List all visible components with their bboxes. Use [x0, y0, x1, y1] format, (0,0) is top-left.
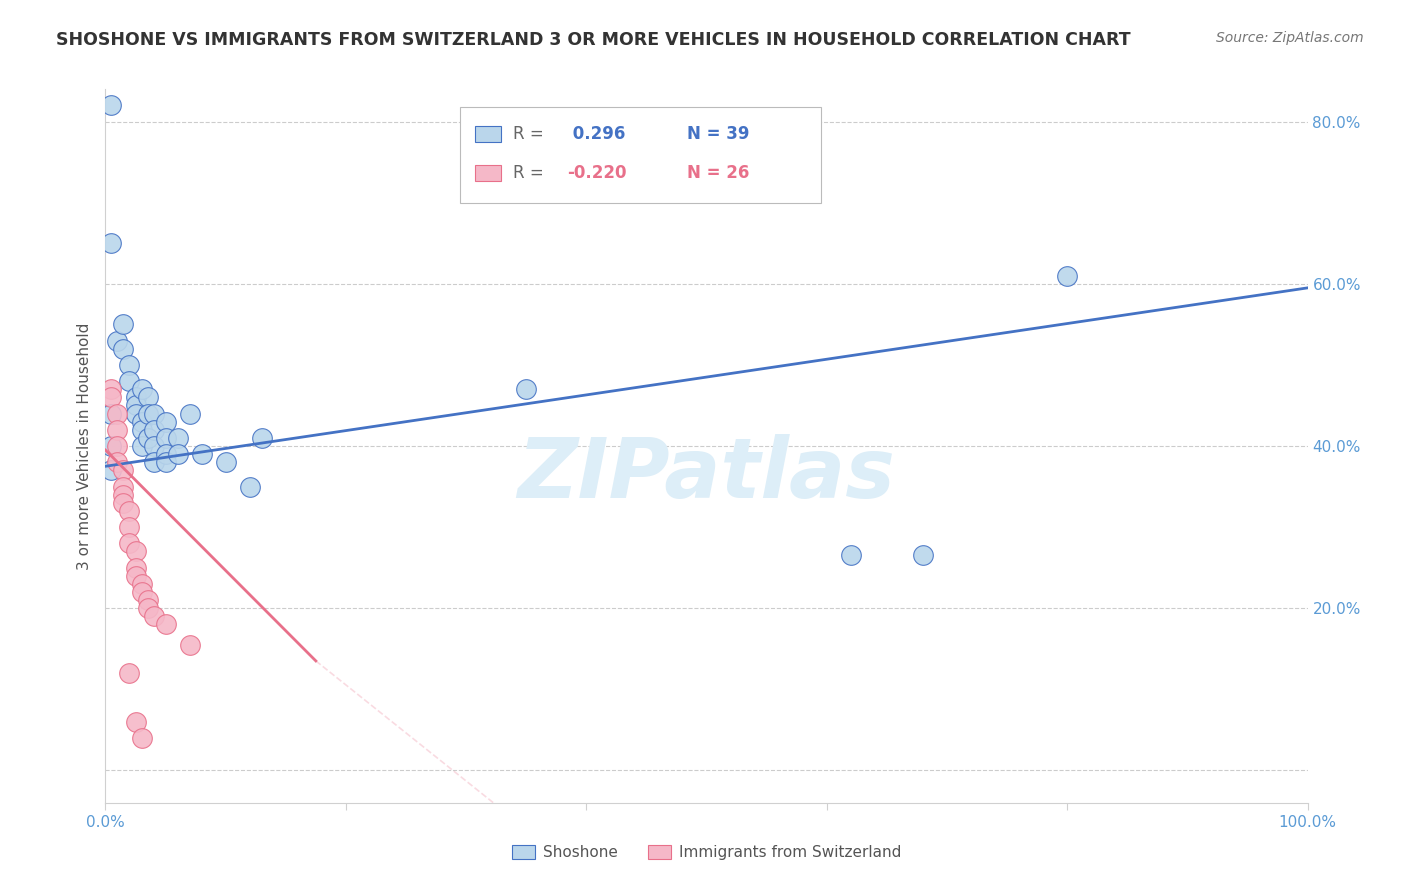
- Point: [118, 520, 141, 534]
- Bar: [474, 165, 501, 180]
- Point: [142, 455, 165, 469]
- Point: [107, 407, 129, 421]
- Point: [100, 382, 122, 396]
- Point: [124, 407, 146, 421]
- Point: [142, 439, 165, 453]
- Point: [179, 407, 201, 421]
- Text: ZIPatlas: ZIPatlas: [517, 434, 896, 515]
- Point: [179, 638, 201, 652]
- Y-axis label: 3 or more Vehicles in Household: 3 or more Vehicles in Household: [77, 322, 93, 570]
- Point: [142, 423, 165, 437]
- Point: [100, 407, 122, 421]
- Point: [166, 431, 188, 445]
- Point: [124, 560, 146, 574]
- Point: [100, 236, 122, 251]
- Point: [155, 455, 177, 469]
- Point: [107, 439, 129, 453]
- Point: [100, 98, 122, 112]
- Point: [124, 390, 146, 404]
- Point: [136, 593, 159, 607]
- Point: [124, 714, 146, 729]
- Point: [118, 666, 141, 681]
- Point: [131, 423, 153, 437]
- Point: [131, 731, 153, 745]
- Point: [166, 447, 188, 461]
- Text: N = 26: N = 26: [688, 164, 749, 182]
- Point: [136, 390, 159, 404]
- FancyBboxPatch shape: [460, 107, 821, 203]
- Legend: Shoshone, Immigrants from Switzerland: Shoshone, Immigrants from Switzerland: [506, 839, 907, 866]
- Point: [100, 439, 122, 453]
- Point: [131, 577, 153, 591]
- Point: [118, 374, 141, 388]
- Point: [118, 536, 141, 550]
- Point: [124, 544, 146, 558]
- Text: N = 39: N = 39: [688, 125, 749, 143]
- Point: [190, 447, 212, 461]
- Text: SHOSHONE VS IMMIGRANTS FROM SWITZERLAND 3 OR MORE VEHICLES IN HOUSEHOLD CORRELAT: SHOSHONE VS IMMIGRANTS FROM SWITZERLAND …: [56, 31, 1130, 49]
- Point: [136, 407, 159, 421]
- Point: [100, 463, 122, 477]
- Point: [142, 609, 165, 624]
- Point: [112, 488, 135, 502]
- Point: [155, 431, 177, 445]
- Point: [155, 415, 177, 429]
- Point: [155, 447, 177, 461]
- Point: [136, 431, 159, 445]
- Point: [839, 549, 862, 563]
- Point: [131, 585, 153, 599]
- Text: Source: ZipAtlas.com: Source: ZipAtlas.com: [1216, 31, 1364, 45]
- Point: [124, 399, 146, 413]
- Point: [118, 504, 141, 518]
- Bar: [474, 127, 501, 142]
- Point: [131, 439, 153, 453]
- Point: [107, 334, 129, 348]
- Point: [136, 601, 159, 615]
- Point: [142, 407, 165, 421]
- Point: [107, 455, 129, 469]
- Point: [131, 415, 153, 429]
- Point: [239, 479, 262, 493]
- Text: -0.220: -0.220: [567, 164, 627, 182]
- Point: [118, 358, 141, 372]
- Point: [214, 455, 236, 469]
- Point: [515, 382, 537, 396]
- Point: [112, 342, 135, 356]
- Point: [250, 431, 273, 445]
- Point: [124, 568, 146, 582]
- Point: [112, 318, 135, 332]
- Point: [100, 390, 122, 404]
- Point: [155, 617, 177, 632]
- Point: [112, 479, 135, 493]
- Text: 0.296: 0.296: [567, 125, 626, 143]
- Point: [131, 382, 153, 396]
- Point: [112, 496, 135, 510]
- Point: [911, 549, 934, 563]
- Text: R =: R =: [513, 164, 548, 182]
- Point: [107, 423, 129, 437]
- Text: R =: R =: [513, 125, 548, 143]
- Point: [112, 463, 135, 477]
- Point: [1056, 268, 1078, 283]
